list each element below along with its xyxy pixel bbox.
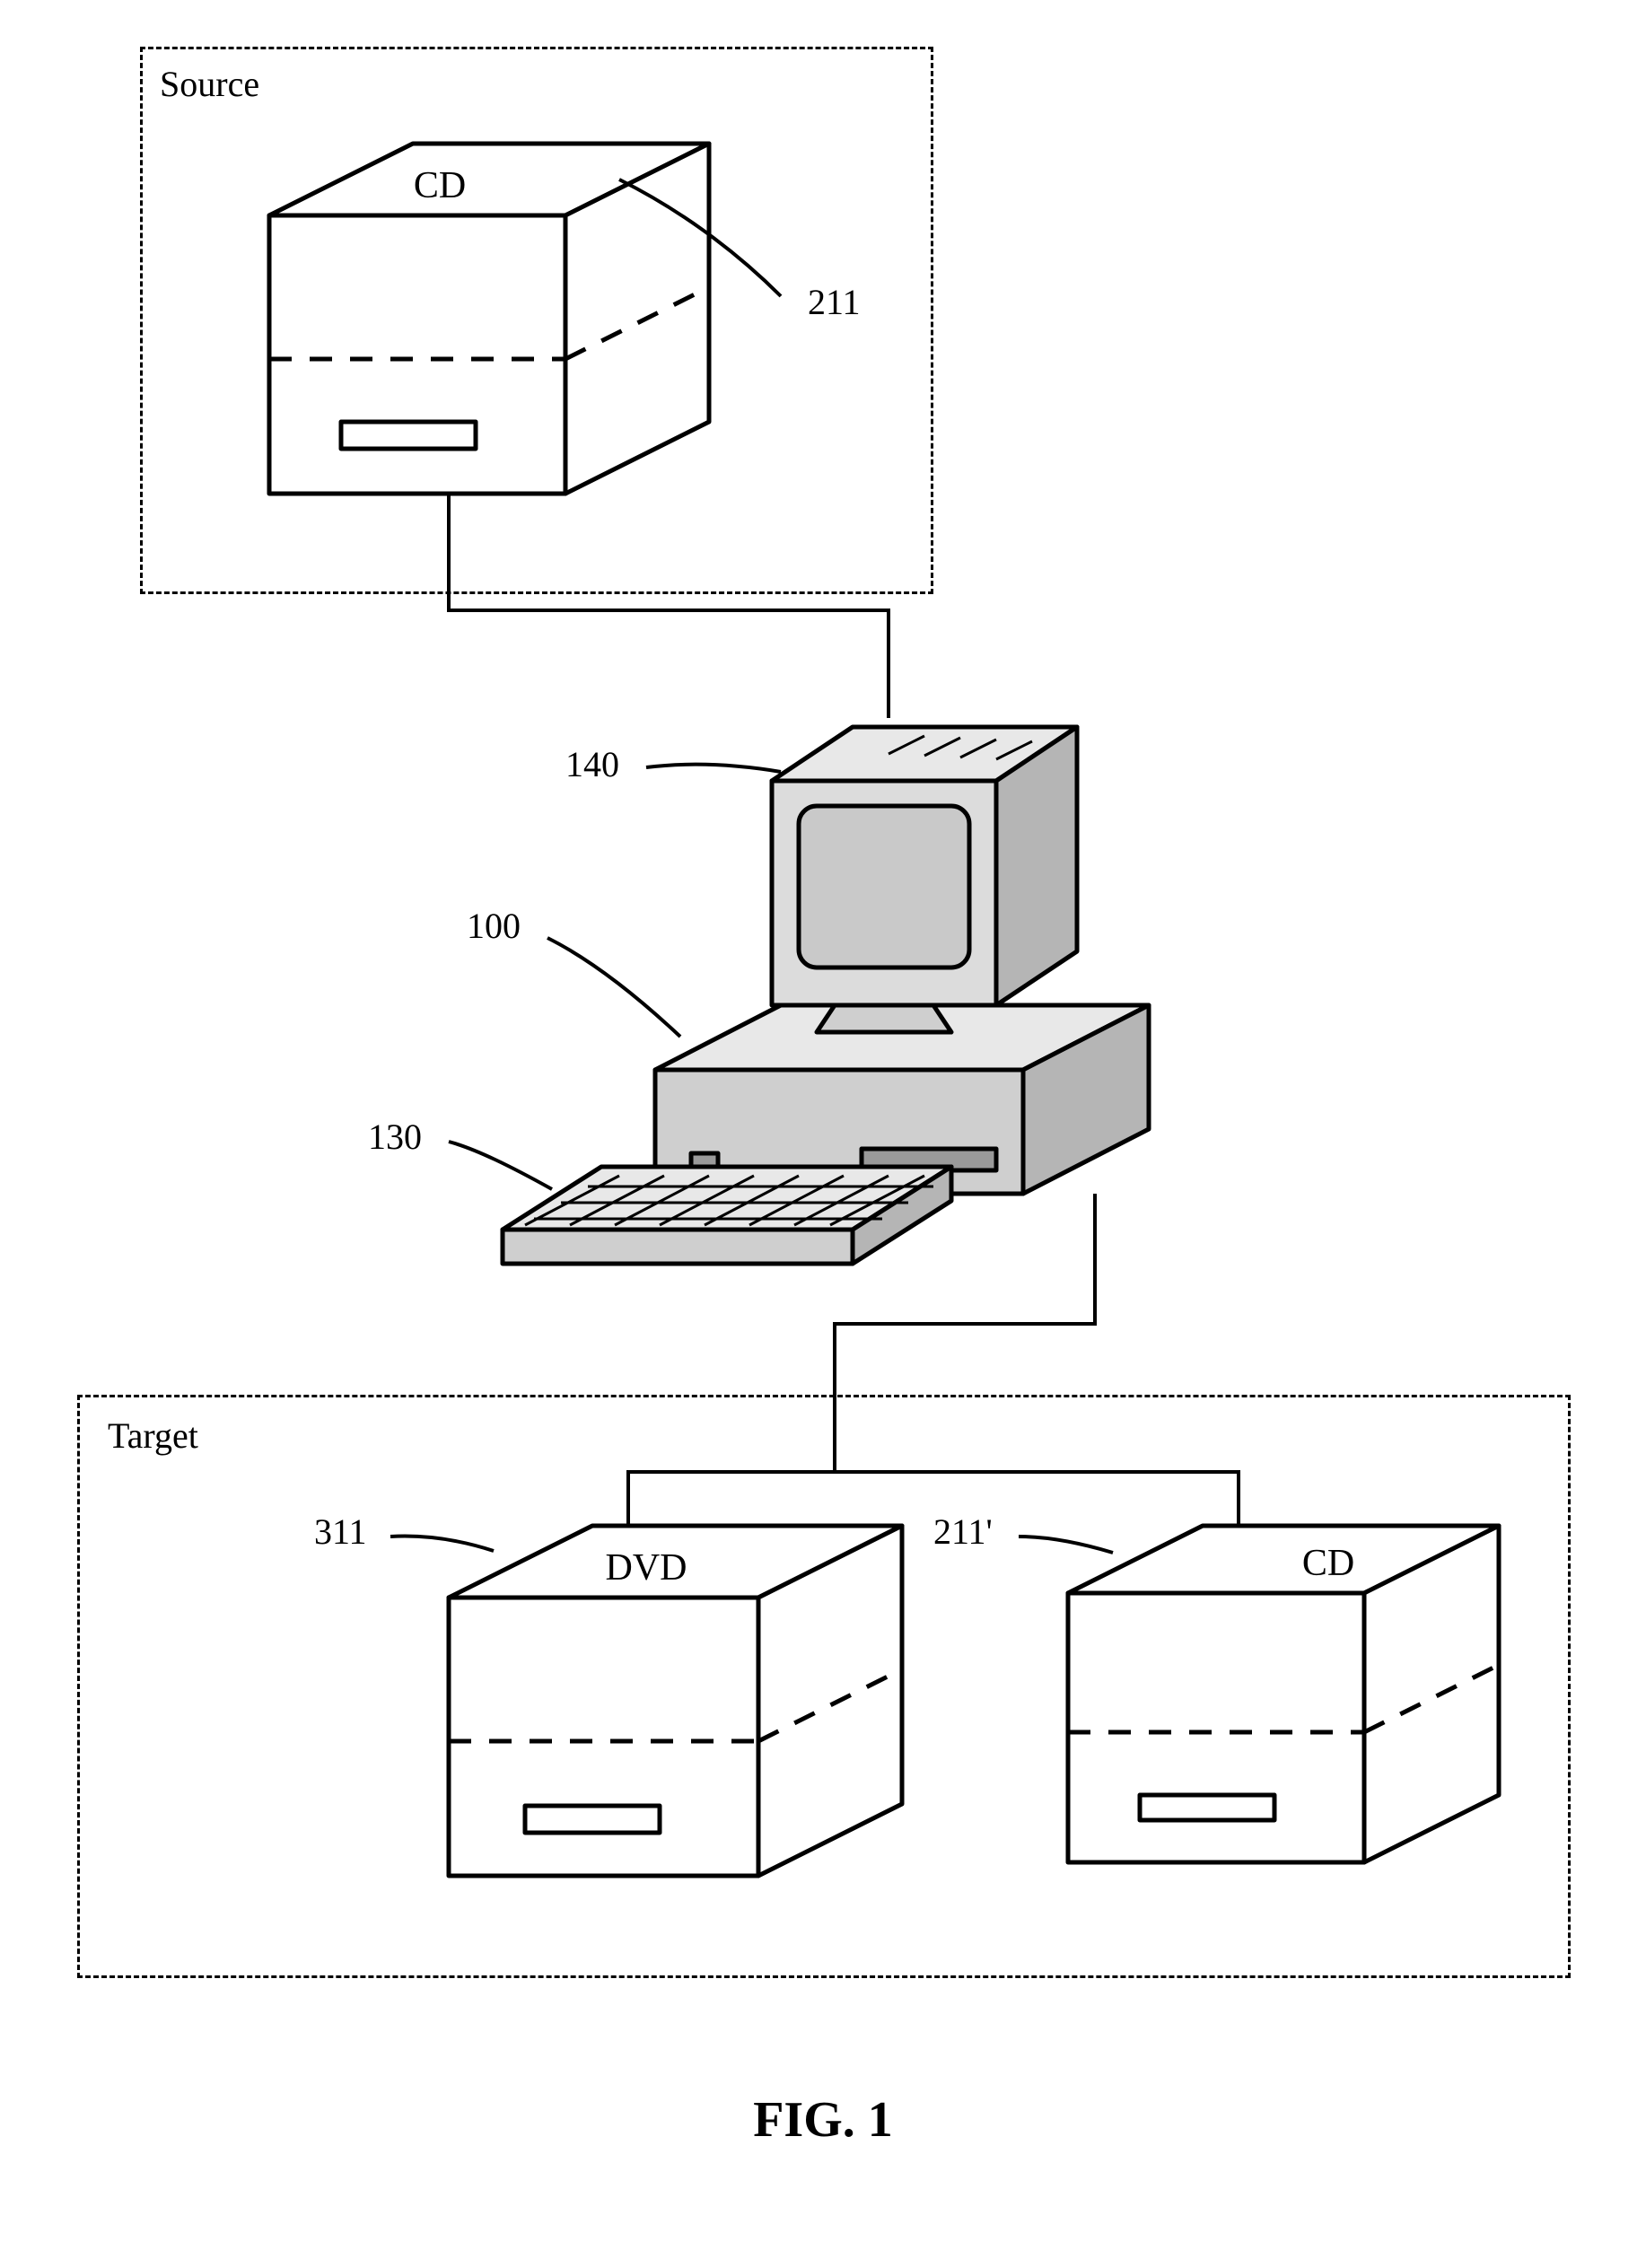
source-cd-label: CD	[414, 165, 466, 206]
source-cd-drive	[269, 144, 709, 494]
callout-140-line	[646, 765, 781, 772]
callout-100: 100	[467, 906, 521, 946]
conn-source-to-computer	[449, 494, 889, 718]
callout-211p-line	[1019, 1537, 1113, 1553]
callout-130-line	[449, 1142, 552, 1189]
computer	[503, 727, 1149, 1264]
target-dvd-label: DVD	[606, 1547, 687, 1589]
callout-130: 130	[368, 1116, 422, 1157]
callout-311-line	[390, 1537, 494, 1551]
diagram-svg: CD 211	[0, 0, 1646, 2268]
target-cd-label: CD	[1302, 1543, 1354, 1584]
callout-100-line	[547, 938, 680, 1037]
callout-211p: 211'	[933, 1511, 993, 1552]
callout-311: 311	[314, 1511, 367, 1552]
callout-211: 211	[808, 282, 861, 322]
target-cd-drive	[1068, 1526, 1499, 1862]
figure-canvas: Source Target FIG. 1 CD 211	[0, 0, 1646, 2268]
callout-140: 140	[565, 744, 619, 784]
